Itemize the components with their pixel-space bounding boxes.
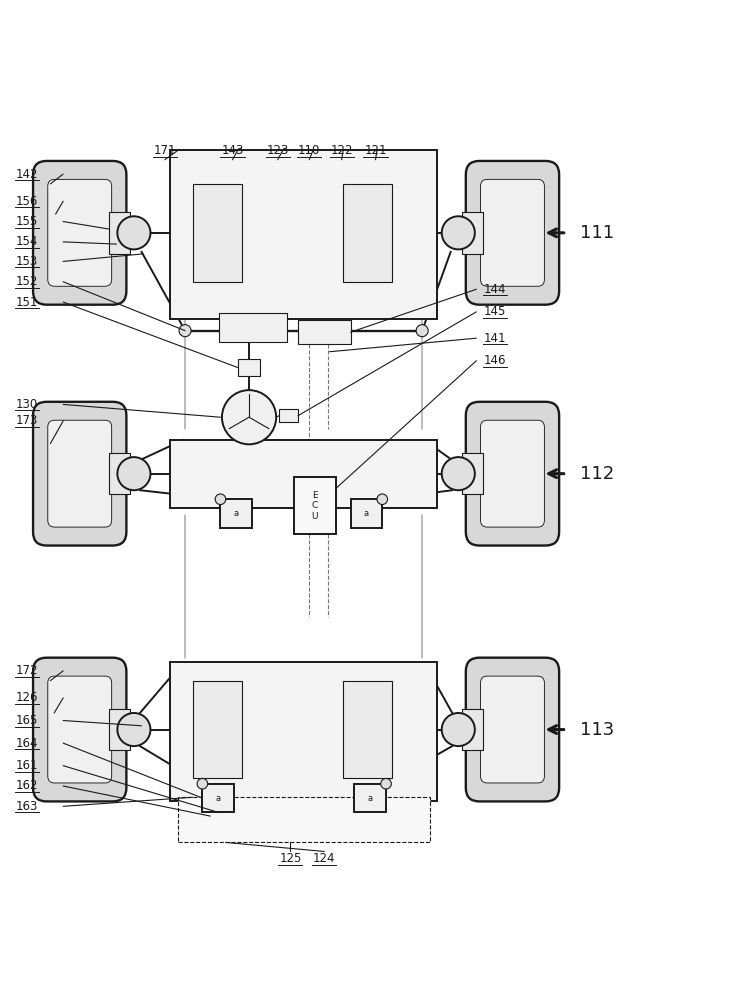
Bar — [192, 184, 241, 282]
Text: a: a — [234, 509, 239, 518]
FancyBboxPatch shape — [33, 161, 127, 305]
Bar — [219, 313, 287, 342]
Text: 164: 164 — [16, 737, 38, 750]
Text: 151: 151 — [16, 296, 38, 309]
Bar — [202, 784, 234, 812]
Text: 145: 145 — [484, 305, 507, 318]
Text: 171: 171 — [154, 144, 176, 157]
Text: 122: 122 — [330, 144, 353, 157]
Circle shape — [197, 778, 207, 789]
Bar — [238, 359, 260, 376]
Circle shape — [416, 325, 428, 337]
Circle shape — [222, 390, 276, 444]
Text: 111: 111 — [581, 224, 615, 242]
Text: 112: 112 — [581, 465, 615, 483]
FancyBboxPatch shape — [33, 658, 127, 801]
FancyBboxPatch shape — [480, 179, 544, 286]
Circle shape — [377, 494, 388, 505]
Circle shape — [179, 325, 191, 337]
Circle shape — [118, 457, 151, 490]
Text: 125: 125 — [279, 852, 302, 865]
Text: 173: 173 — [16, 414, 38, 427]
Bar — [462, 453, 483, 494]
FancyBboxPatch shape — [480, 676, 544, 783]
Circle shape — [442, 216, 475, 249]
Text: 163: 163 — [16, 800, 38, 813]
Text: a: a — [216, 794, 221, 803]
Bar — [170, 150, 437, 319]
Bar — [462, 212, 483, 254]
Text: 144: 144 — [484, 283, 507, 296]
Bar — [109, 709, 130, 750]
Circle shape — [215, 494, 225, 505]
Text: 124: 124 — [313, 852, 336, 865]
Bar — [192, 681, 241, 778]
Bar — [279, 409, 298, 422]
Bar — [462, 709, 483, 750]
Text: 110: 110 — [298, 144, 320, 157]
FancyBboxPatch shape — [480, 420, 544, 527]
Bar — [109, 212, 130, 254]
Circle shape — [442, 713, 475, 746]
Text: 143: 143 — [222, 144, 244, 157]
FancyBboxPatch shape — [466, 161, 559, 305]
Bar — [170, 440, 437, 508]
Text: 156: 156 — [16, 195, 38, 208]
Bar — [170, 662, 437, 801]
FancyBboxPatch shape — [33, 402, 127, 546]
FancyBboxPatch shape — [48, 676, 112, 783]
Bar — [195, 780, 394, 816]
Text: 126: 126 — [16, 691, 38, 704]
Bar — [220, 499, 252, 528]
Text: 130: 130 — [16, 398, 38, 411]
Bar — [351, 499, 382, 528]
Text: 152: 152 — [16, 275, 38, 288]
Bar — [354, 784, 386, 812]
Text: 165: 165 — [16, 714, 38, 727]
Text: 123: 123 — [266, 144, 289, 157]
Text: a: a — [364, 509, 369, 518]
Text: 161: 161 — [16, 759, 38, 772]
Text: 146: 146 — [484, 354, 507, 367]
Bar — [109, 453, 130, 494]
Bar — [298, 320, 351, 344]
Text: 153: 153 — [16, 255, 38, 268]
Text: 141: 141 — [484, 332, 507, 345]
Text: 155: 155 — [16, 215, 38, 228]
Circle shape — [381, 778, 391, 789]
Text: 121: 121 — [364, 144, 387, 157]
Bar — [343, 184, 392, 282]
Bar — [294, 477, 336, 534]
Text: 142: 142 — [16, 168, 38, 181]
Text: 113: 113 — [581, 721, 615, 739]
Text: a: a — [368, 794, 372, 803]
Bar — [343, 681, 392, 778]
FancyBboxPatch shape — [48, 179, 112, 286]
Bar — [177, 797, 430, 842]
Text: 172: 172 — [16, 664, 38, 677]
FancyBboxPatch shape — [466, 402, 559, 546]
FancyBboxPatch shape — [48, 420, 112, 527]
Text: 154: 154 — [16, 235, 38, 248]
Text: 162: 162 — [16, 779, 38, 792]
Text: E
C
U: E C U — [311, 491, 318, 521]
Circle shape — [442, 457, 475, 490]
FancyBboxPatch shape — [466, 658, 559, 801]
Circle shape — [118, 713, 151, 746]
Circle shape — [118, 216, 151, 249]
